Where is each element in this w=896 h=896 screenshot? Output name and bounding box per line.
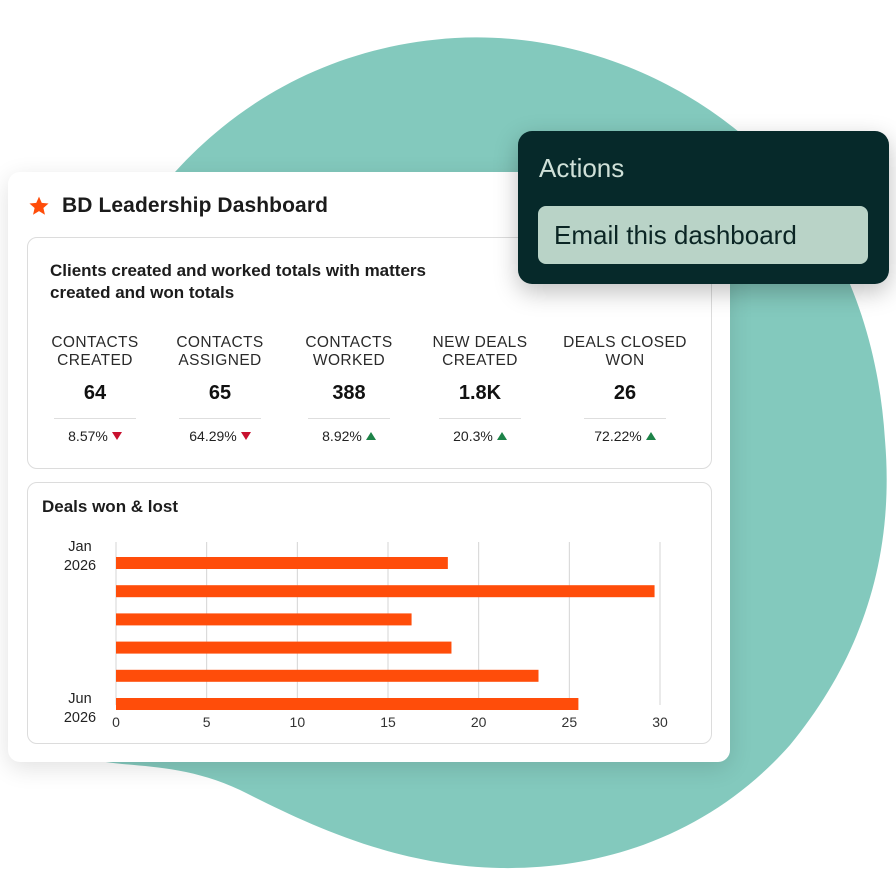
x-tick-label: 30	[652, 714, 668, 730]
kpi-label: DEALS CLOSED WON	[563, 334, 687, 369]
bar	[116, 585, 655, 598]
kpi-value: 1.8K	[458, 382, 502, 404]
bar	[116, 557, 448, 569]
kpi-contacts-created: CONTACTS CREATED 64 8.57%	[30, 334, 160, 444]
x-tick-label: 20	[471, 714, 487, 730]
x-tick-label: 0	[112, 714, 120, 730]
kpi-value: 388	[332, 382, 366, 404]
y-category-label: Jan 2026	[64, 539, 96, 574]
kpi-divider	[584, 418, 666, 419]
bar	[116, 613, 412, 626]
trend-up-icon	[496, 432, 507, 440]
kpi-divider	[179, 418, 261, 419]
kpi-new-deals-created: NEW DEALS CREATED 1.8K 20.3%	[415, 334, 545, 444]
kpi-label: NEW DEALS CREATED	[432, 334, 528, 369]
kpi-change-value: 64.29%	[189, 428, 237, 444]
x-tick-label: 15	[380, 714, 396, 730]
kpi-change-value: 72.22%	[594, 428, 642, 444]
kpi-contacts-assigned: CONTACTS ASSIGNED 65 64.29%	[155, 334, 285, 444]
bar	[116, 669, 539, 682]
star-icon[interactable]	[28, 195, 50, 217]
kpi-change: 20.3%	[415, 428, 545, 444]
x-tick-label: 25	[562, 714, 578, 730]
kpi-panel-title: Clients created and worked totals with m…	[50, 261, 426, 302]
kpi-change: 8.57%	[30, 428, 160, 444]
kpi-change-value: 20.3%	[453, 428, 493, 444]
kpi-change: 72.22%	[560, 428, 690, 444]
email-dashboard-menu-item[interactable]: Email this dashboard	[538, 206, 868, 264]
x-tick-label: 10	[290, 714, 306, 730]
dashboard-title: BD Leadership Dashboard	[62, 194, 329, 217]
kpi-divider	[308, 418, 390, 419]
kpi-change-value: 8.57%	[68, 428, 108, 444]
deals-bar-chart: 0 5 10 15 20 25 30 Jan 2026 Jun 2026	[64, 539, 668, 730]
kpi-contacts-worked: CONTACTS WORKED 388 8.92%	[284, 334, 414, 444]
kpi-change: 8.92%	[284, 428, 414, 444]
trend-up-icon	[645, 432, 656, 440]
dashboard-header: BD Leadership Dashboard	[28, 192, 328, 220]
kpi-change-value: 8.92%	[322, 428, 362, 444]
kpi-deals-closed-won: DEALS CLOSED WON 26 72.22%	[560, 334, 690, 444]
actions-menu-title: Actions	[539, 153, 625, 183]
bar	[116, 698, 579, 710]
trend-up-icon	[365, 432, 376, 440]
kpi-label: CONTACTS WORKED	[305, 334, 393, 369]
chart-title: Deals won & lost	[42, 497, 179, 516]
kpi-divider	[54, 418, 136, 419]
trend-down-icon	[111, 432, 122, 440]
kpi-divider	[439, 418, 521, 419]
kpi-value: 26	[613, 382, 637, 404]
x-tick-label: 5	[203, 714, 211, 730]
kpi-label: CONTACTS CREATED	[51, 334, 139, 369]
trend-down-icon	[240, 432, 251, 440]
kpi-label: CONTACTS ASSIGNED	[176, 334, 264, 369]
y-category-label: Jun 2026	[64, 691, 96, 726]
kpi-change: 64.29%	[155, 428, 285, 444]
kpi-value: 64	[83, 382, 107, 404]
actions-menu: Actions Email this dashboard	[518, 131, 889, 284]
bar	[116, 641, 452, 654]
kpi-value: 65	[208, 382, 232, 404]
